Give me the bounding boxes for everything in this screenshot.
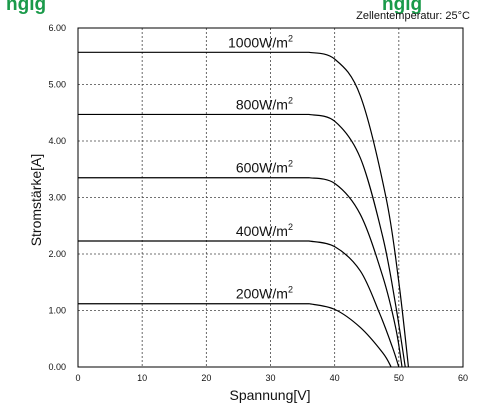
x-tick-label: 30 <box>265 373 275 383</box>
y-tick-label: 3.00 <box>48 193 66 203</box>
curve-label: 1000W/m2 <box>228 33 293 50</box>
x-tick-label: 20 <box>201 373 211 383</box>
curve-label: 600W/m2 <box>236 159 293 176</box>
x-tick-label: 60 <box>458 373 468 383</box>
curve-label: 800W/m2 <box>236 95 293 112</box>
y-tick-label: 5.00 <box>48 80 66 90</box>
title-fragment-right: ngig <box>382 0 422 15</box>
y-axis-label: Stromstärke[A] <box>28 154 44 247</box>
curve-labels: 1000W/m2 800W/m2 600W/m2 400W/m2 200W/m2 <box>228 33 293 301</box>
iv-curve-line <box>78 240 400 368</box>
x-tick-label: 50 <box>394 373 404 383</box>
plot-area <box>77 27 464 368</box>
y-tick-label: 2.00 <box>48 249 66 259</box>
curves <box>78 51 410 368</box>
y-tick-label: 4.00 <box>48 136 66 146</box>
curve-label: 400W/m2 <box>236 222 293 239</box>
y-tick-label: 0.00 <box>48 362 66 372</box>
iv-curve-line <box>78 177 403 368</box>
iv-curve-line <box>78 113 406 368</box>
x-tick-label: 0 <box>75 373 80 383</box>
y-tick-label: 1.00 <box>48 306 66 316</box>
y-tick-label: 6.00 <box>48 23 66 33</box>
title-fragment-left: ngig <box>6 0 46 15</box>
iv-curve-line <box>78 303 392 368</box>
x-axis-label: Spannung[V] <box>230 387 311 403</box>
x-tick-label: 40 <box>330 373 340 383</box>
x-axis-ticks: 0 10 20 30 40 50 60 <box>75 373 468 383</box>
curve-label: 200W/m2 <box>236 285 293 302</box>
grid <box>78 28 463 367</box>
iv-curve-line <box>78 51 410 368</box>
cell-temperature-note: Zellentemperatur: 25°C <box>356 10 470 22</box>
x-tick-label: 10 <box>137 373 147 383</box>
y-axis-ticks: 0.00 1.00 2.00 3.00 4.00 5.00 6.00 <box>48 23 66 372</box>
